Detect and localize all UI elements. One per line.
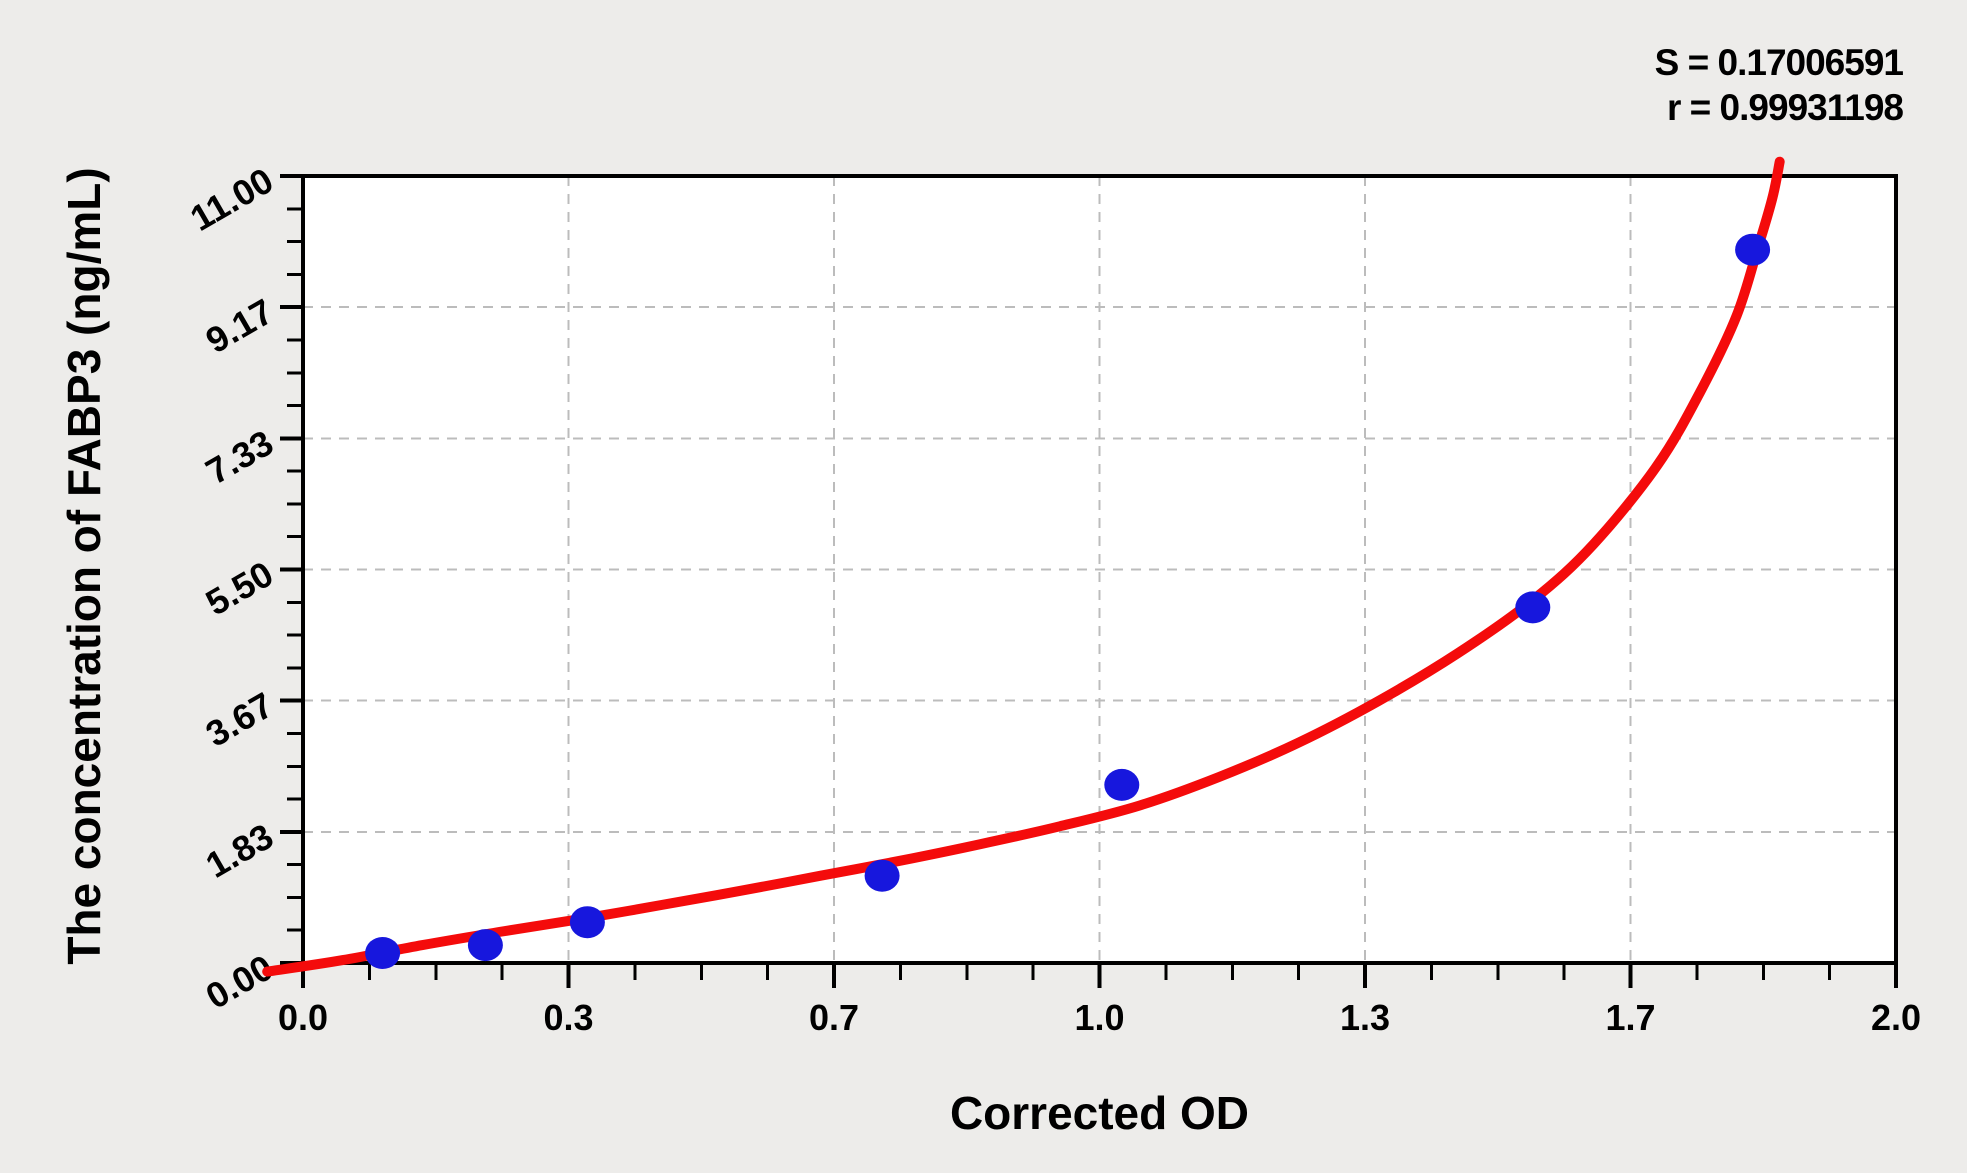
- x-tick-label: 1.0: [1074, 997, 1124, 1038]
- data-point: [365, 937, 401, 969]
- y-tick-label: 3.67: [199, 684, 280, 755]
- x-tick-label: 0.0: [278, 997, 328, 1038]
- gridlines: [303, 176, 1896, 963]
- x-axis-title: Corrected OD: [949, 1087, 1250, 1139]
- y-tick-label: 11.00: [183, 159, 280, 239]
- data-point: [1515, 591, 1551, 624]
- y-tick-label: 0.00: [199, 946, 280, 1017]
- plot-border: [301, 174, 1898, 965]
- data-point: [864, 859, 900, 892]
- y-tick-label: 7.33: [199, 422, 280, 493]
- x-tick-label: 0.3: [543, 997, 593, 1038]
- x-tick-label: 2.0: [1871, 997, 1921, 1038]
- data-point: [1735, 233, 1771, 266]
- axis-ticks: [280, 174, 1898, 988]
- data-point: [1104, 768, 1140, 801]
- data-point: [467, 929, 503, 962]
- data-point: [569, 906, 605, 939]
- y-tick-label: 1.83: [199, 815, 280, 886]
- fit-r-value: r = 0.99931198: [1666, 87, 1904, 128]
- x-tick-label: 0.7: [809, 997, 859, 1038]
- y-tick-label: 5.50: [199, 553, 280, 624]
- y-tick-label: 9.17: [199, 291, 280, 362]
- data-points: [365, 233, 1771, 969]
- fit-s-value: S = 0.17006591: [1654, 42, 1904, 83]
- fit-statistics: S = 0.17006591 r = 0.99931198: [1654, 40, 1904, 130]
- x-tick-label: 1.3: [1340, 997, 1390, 1038]
- x-tick-label: 1.7: [1605, 997, 1655, 1038]
